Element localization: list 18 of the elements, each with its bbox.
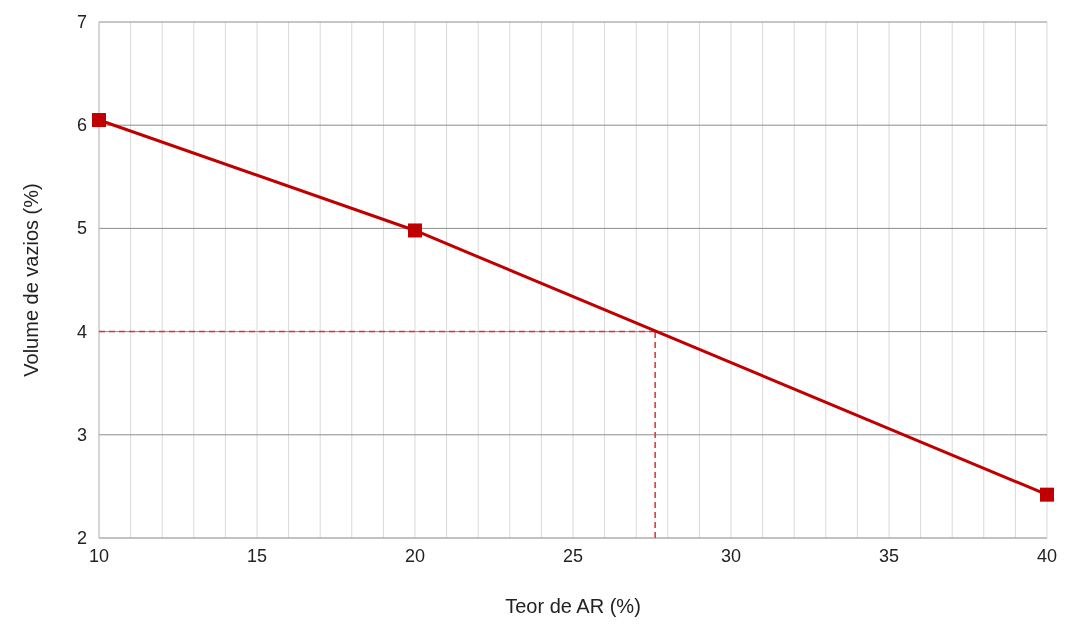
point	[1040, 487, 1054, 502]
x-tick-label: 30	[720, 546, 742, 566]
y-axis-title: Volume de vazios (%)	[20, 183, 42, 377]
point	[408, 223, 422, 238]
y-tick-label: 4	[76, 321, 87, 342]
x-axis-title: Teor de AR (%)	[505, 595, 641, 617]
x-tick-label: 10	[88, 546, 110, 566]
y-tick-label: 7	[76, 12, 87, 32]
x-tick-label: 35	[878, 546, 900, 566]
y-tick-label: 3	[76, 424, 87, 445]
x-tick-label: 40	[1036, 546, 1058, 566]
x-tick-label: 15	[246, 546, 268, 566]
x-tick-label: 25	[562, 546, 584, 566]
y-tick-label: 2	[76, 528, 87, 548]
point	[92, 113, 106, 128]
y-tick-label: 5	[76, 218, 87, 239]
x-tick-label: 20	[404, 546, 426, 566]
y-tick-label: 6	[76, 115, 87, 136]
